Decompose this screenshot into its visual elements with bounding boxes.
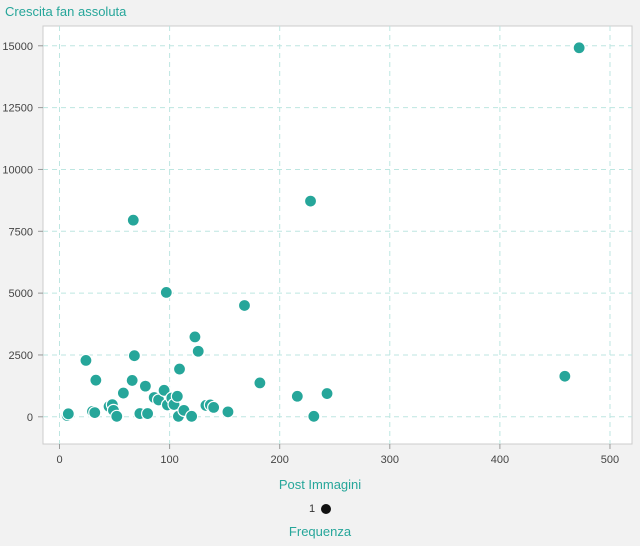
- y-tick-label: 10000: [2, 164, 33, 176]
- axes: 0 100 200 300 400 500025005000750010000125001…: [2, 41, 619, 466]
- data-point: [88, 405, 102, 420]
- data-point: [185, 409, 199, 423]
- y-tick-label: 15000: [2, 41, 33, 53]
- data-point: [159, 285, 173, 299]
- data-point: [61, 407, 75, 421]
- x-tick-label: 200: [271, 454, 289, 466]
- data-point: [172, 362, 187, 376]
- x-tick-label: 500: [601, 454, 619, 466]
- data-point: [253, 376, 267, 390]
- y-tick-label: 12500: [2, 103, 33, 115]
- data-point: [140, 406, 155, 421]
- x-tick-label: 400: [491, 454, 509, 466]
- y-tick-label: 0: [27, 412, 33, 424]
- data-point: [138, 379, 152, 393]
- data-point: [191, 344, 205, 358]
- data-point: [170, 389, 184, 403]
- data-point: [221, 405, 235, 419]
- grid-lines: [43, 26, 632, 444]
- x-tick-label: 100: [160, 454, 178, 466]
- x-axis-label: Post Immagini: [278, 477, 362, 492]
- legend-title: Frequenza: [288, 524, 352, 539]
- x-tick-label: 0: [56, 454, 62, 466]
- data-point: [127, 349, 141, 363]
- data-point: [89, 373, 103, 387]
- plot-area: [42, 25, 633, 445]
- data-point: [558, 369, 572, 383]
- data-point: [303, 194, 318, 208]
- data-point: [290, 389, 304, 403]
- data-points: [60, 41, 586, 423]
- data-point: [79, 353, 93, 367]
- data-point: [116, 386, 130, 400]
- data-point: [237, 298, 252, 313]
- legend: 1: [0, 503, 640, 515]
- data-point: [572, 41, 586, 55]
- data-point: [188, 330, 202, 344]
- data-point: [307, 409, 321, 423]
- y-axis-label: Crescita fan assoluta: [5, 4, 127, 19]
- x-tick-label: 300: [381, 454, 399, 466]
- scatter-chart: 0 100 200 300 400 500025005000750010000125001…: [2, 25, 633, 466]
- data-point: [110, 409, 124, 423]
- legend-dot-icon: [321, 504, 332, 515]
- y-tick-label: 5000: [9, 288, 33, 300]
- data-point: [157, 383, 171, 397]
- y-tick-label: 7500: [9, 226, 33, 238]
- legend-value: 1: [308, 503, 316, 515]
- y-tick-label: 2500: [9, 350, 33, 362]
- data-point: [320, 386, 334, 401]
- data-point: [126, 213, 140, 227]
- data-point: [207, 400, 221, 414]
- data-point: [125, 373, 139, 388]
